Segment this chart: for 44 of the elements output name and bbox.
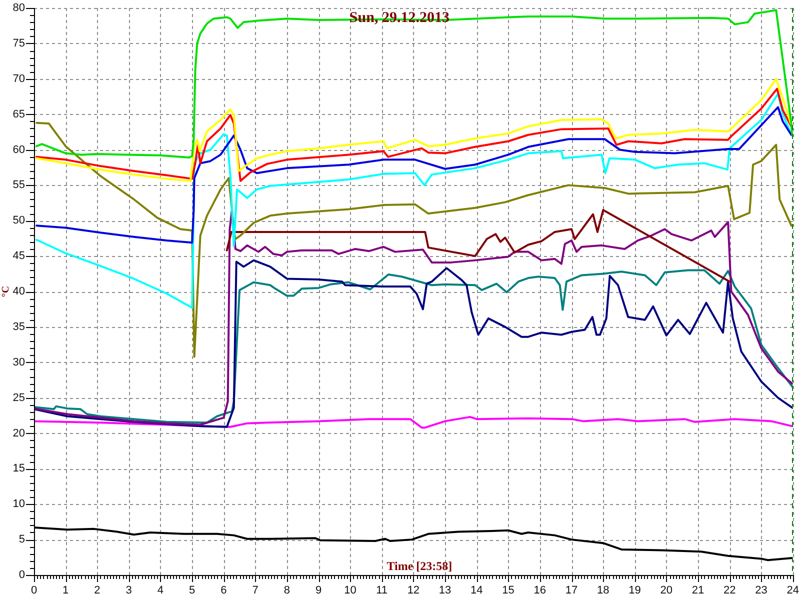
x-axis-title: Time [23:58]	[386, 559, 452, 574]
y-tick-label: 35	[12, 320, 25, 333]
x-tick-label: 21	[692, 584, 704, 597]
x-tick-label: 9	[316, 584, 322, 597]
y-tick-label: 80	[12, 2, 25, 14]
x-tick-label: 19	[628, 584, 641, 597]
y-tick-label: 60	[12, 144, 25, 156]
x-tick-label: 10	[344, 584, 356, 597]
y-tick-label: 40	[12, 286, 25, 298]
x-tick-label: 22	[724, 584, 736, 597]
x-tick-label: 1	[62, 584, 69, 597]
x-tick-label: 13	[438, 584, 452, 597]
x-tick-label: 20	[660, 584, 673, 597]
x-tick-label: 12	[407, 584, 420, 597]
x-tick-label: 18	[597, 584, 610, 597]
y-tick-label: 45	[12, 250, 25, 262]
x-tick-label: 3	[126, 584, 132, 597]
y-tick-label: 15	[12, 462, 25, 475]
x-tick-label: 7	[252, 584, 258, 597]
y-tick-label: 65	[12, 108, 25, 120]
x-tick-label: 4	[157, 584, 164, 597]
x-tick-label: 16	[534, 584, 546, 597]
x-tick-label: 11	[376, 584, 388, 597]
x-tick-label: 6	[220, 584, 227, 597]
y-axis-title: °C	[0, 286, 12, 298]
y-tick-label: 25	[12, 392, 25, 404]
x-tick-label: 0	[30, 584, 38, 597]
x-tick-label: 2	[94, 584, 100, 597]
y-tick-label: 55	[12, 179, 25, 192]
y-tick-label: 10	[12, 498, 25, 510]
x-tick-label: 17	[565, 584, 578, 597]
x-tick-label: 24	[786, 584, 800, 597]
y-tick-label: 75	[12, 37, 25, 50]
y-tick-label: 20	[12, 427, 25, 440]
x-tick-label: 8	[284, 584, 290, 597]
y-tick-label: 0	[18, 569, 25, 582]
x-tick-label: 15	[502, 584, 514, 597]
x-tick-label: 5	[189, 584, 196, 597]
y-tick-label: 50	[12, 214, 25, 227]
x-tick-label: 23	[755, 584, 768, 597]
y-tick-label: 70	[12, 72, 25, 85]
y-tick-label: 5	[18, 534, 25, 546]
x-tick-label: 14	[470, 584, 483, 597]
y-tick-label: 30	[12, 356, 25, 368]
